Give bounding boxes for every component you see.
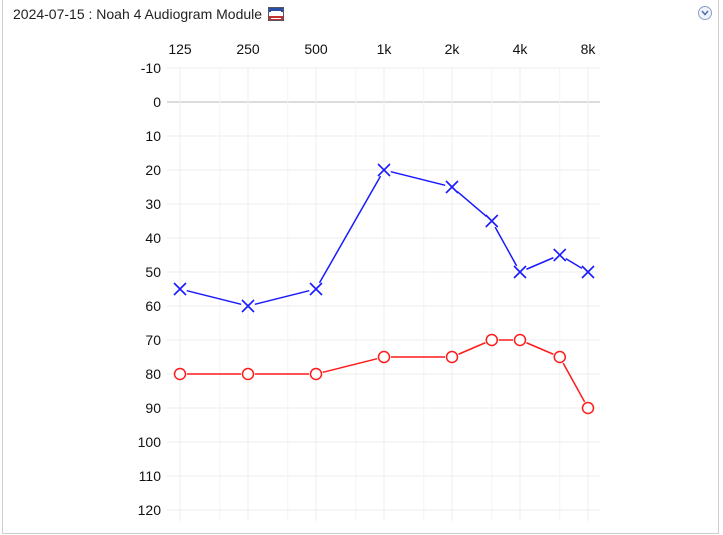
data-point-x-marker [485, 214, 499, 228]
data-point-o-marker [445, 350, 459, 364]
series-line-segment [565, 257, 583, 270]
data-point-o-marker [173, 367, 187, 381]
series-line-segment [318, 175, 382, 284]
data-point-x-marker [241, 299, 255, 313]
series-line-segment [562, 362, 586, 403]
series-line-segment [494, 226, 518, 267]
data-point-x-marker [553, 248, 567, 262]
audiogram-flag-icon [268, 7, 285, 21]
data-point-o-marker [581, 401, 595, 415]
x-tick-label: 4k [513, 41, 529, 57]
data-point-o-marker [485, 333, 499, 347]
data-point-x-marker [581, 265, 595, 279]
series-line-segment [526, 342, 554, 355]
y-tick-label: 90 [145, 400, 161, 416]
data-point-o-marker [309, 367, 323, 381]
y-tick-label: 20 [145, 162, 161, 178]
y-tick-label: 40 [145, 230, 161, 246]
panel-header: 2024-07-15 : Noah 4 Audiogram Module [13, 3, 285, 25]
data-point-x-marker [513, 265, 527, 279]
y-tick-label: 10 [145, 128, 161, 144]
y-tick-label: 30 [145, 196, 161, 212]
y-tick-label: 100 [138, 434, 162, 450]
y-tick-label: 0 [153, 94, 161, 110]
y-tick-label: 70 [145, 332, 161, 348]
data-point-o-marker [241, 367, 255, 381]
y-tick-label: 120 [138, 502, 162, 518]
data-point-o-marker [553, 350, 567, 364]
series-line-segment [390, 170, 446, 187]
chevron-down-icon[interactable] [698, 6, 712, 20]
data-point-x-marker [445, 180, 459, 194]
y-tick-label: 60 [145, 298, 161, 314]
x-tick-label: 2k [445, 41, 461, 57]
data-point-x-marker [173, 282, 187, 296]
x-tick-label: 125 [168, 41, 192, 57]
y-tick-label: -10 [141, 60, 161, 76]
x-tick-label: 250 [236, 41, 260, 57]
data-point-o-marker [513, 333, 527, 347]
data-point-o-marker [377, 350, 391, 364]
series-line-segment [458, 342, 486, 355]
series-line-segment [186, 289, 242, 306]
series-line-segment [254, 289, 310, 306]
data-point-x-marker [377, 163, 391, 177]
y-tick-label: 50 [145, 264, 161, 280]
y-tick-label: 80 [145, 366, 161, 382]
y-tick-label: 110 [139, 468, 162, 484]
x-tick-label: 500 [304, 41, 328, 57]
panel-title: 2024-07-15 : Noah 4 Audiogram Module [13, 6, 263, 22]
data-point-x-marker [309, 282, 323, 296]
series-line-segment [456, 190, 487, 218]
x-tick-label: 8k [581, 41, 597, 57]
series-line-segment [526, 257, 554, 270]
series-line-segment [322, 357, 378, 374]
x-tick-label: 1k [377, 41, 393, 57]
